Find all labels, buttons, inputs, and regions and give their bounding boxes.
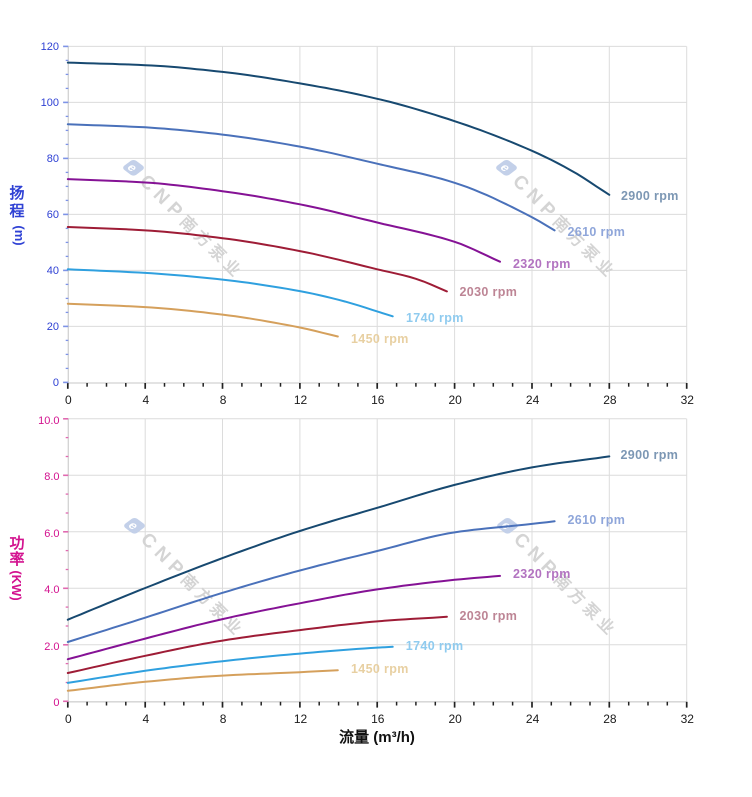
- svg-text:CNP南方泵业: CNP南方泵业: [509, 529, 622, 642]
